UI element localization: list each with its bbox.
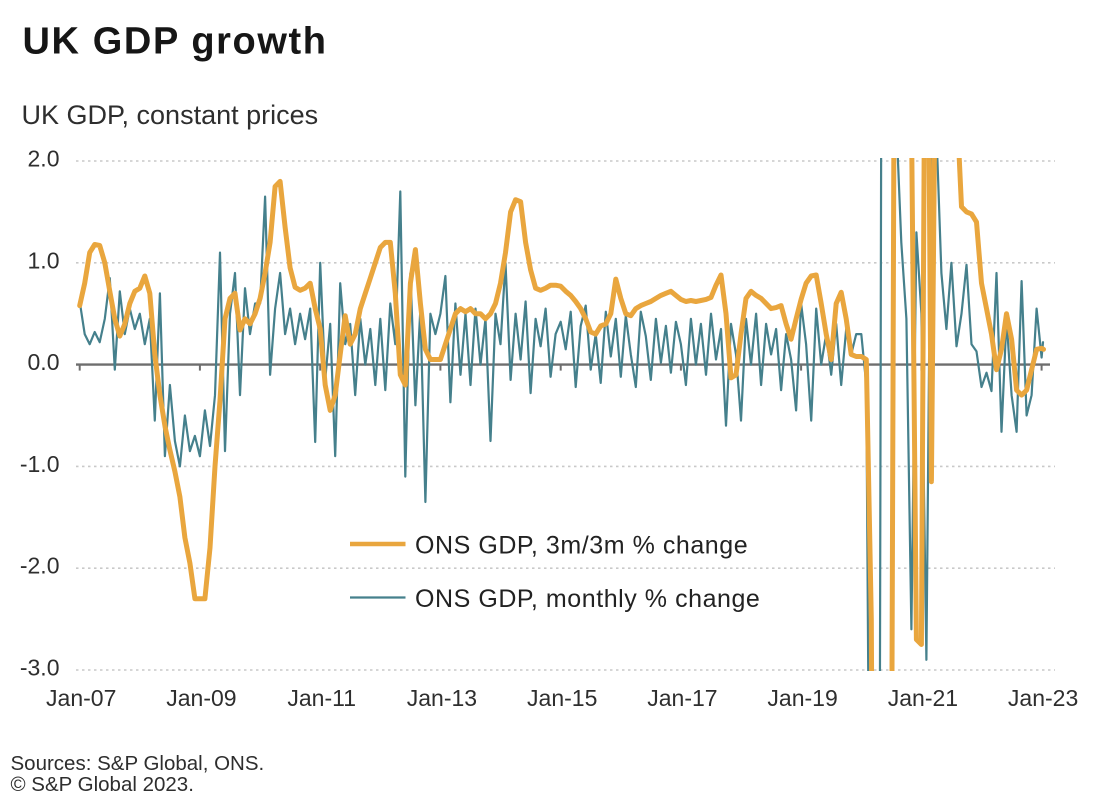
svg-text:1.0: 1.0 (28, 247, 60, 273)
svg-text:Jan-09: Jan-09 (166, 685, 236, 711)
svg-text:-2.0: -2.0 (20, 553, 60, 579)
svg-text:UK GDP, constant prices: UK GDP, constant prices (22, 100, 319, 130)
svg-text:Jan-23: Jan-23 (1008, 685, 1078, 711)
svg-text:Jan-11: Jan-11 (287, 685, 356, 711)
svg-text:Jan-19: Jan-19 (767, 685, 837, 711)
svg-text:© S&P Global 2023.: © S&P Global 2023. (11, 773, 194, 796)
svg-text:2.0: 2.0 (28, 146, 60, 172)
svg-text:UK GDP growth: UK GDP growth (23, 21, 328, 63)
svg-text:Sources: S&P Global, ONS.: Sources: S&P Global, ONS. (11, 752, 265, 775)
svg-text:0.0: 0.0 (28, 349, 60, 375)
svg-text:ONS GDP, 3m/3m % change: ONS GDP, 3m/3m % change (415, 532, 748, 560)
svg-text:ONS GDP, monthly % change: ONS GDP, monthly % change (415, 585, 760, 613)
svg-text:Jan-07: Jan-07 (46, 685, 116, 711)
svg-text:Jan-21: Jan-21 (888, 685, 958, 711)
svg-text:-1.0: -1.0 (20, 451, 60, 477)
svg-text:Jan-17: Jan-17 (647, 685, 717, 711)
svg-text:-3.0: -3.0 (20, 655, 60, 681)
svg-text:Jan-15: Jan-15 (527, 685, 597, 711)
svg-text:Jan-13: Jan-13 (407, 685, 477, 711)
